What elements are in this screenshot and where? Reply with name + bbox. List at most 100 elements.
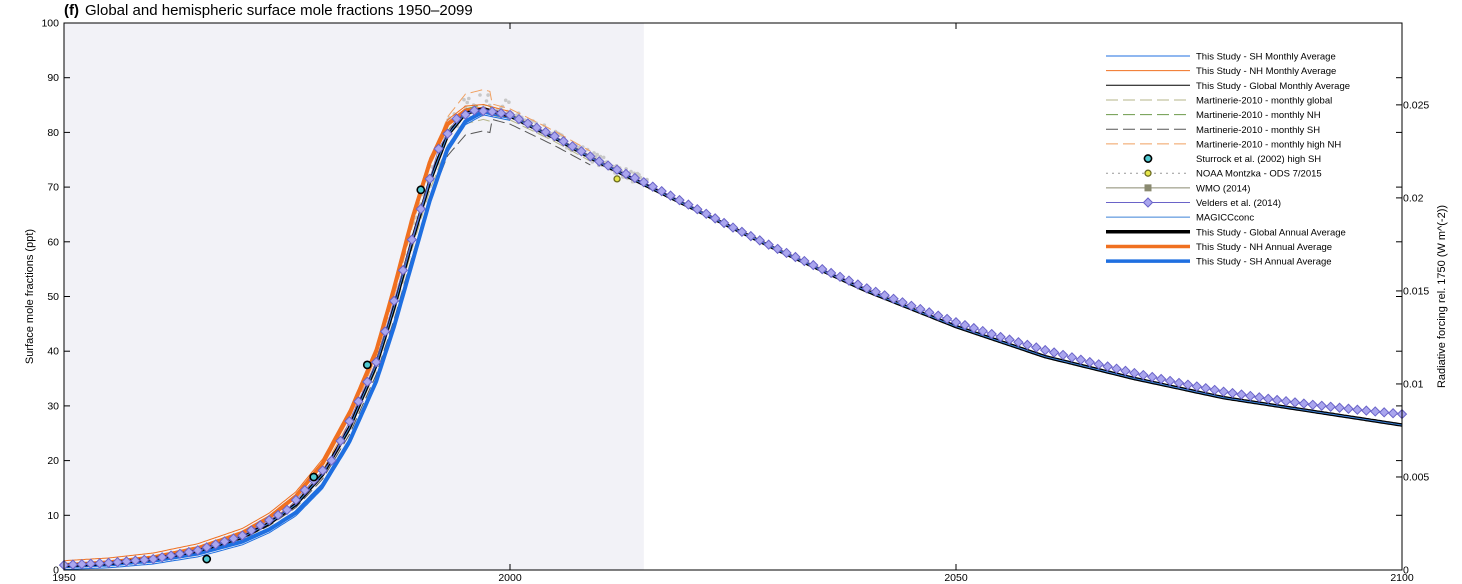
velders-marker xyxy=(1164,375,1176,387)
velders-marker xyxy=(585,151,596,162)
observation-point xyxy=(592,151,596,155)
velders-marker xyxy=(906,300,917,312)
velders-marker xyxy=(1013,337,1024,348)
velders-marker xyxy=(1147,371,1158,383)
y-tick-label: 80 xyxy=(47,127,59,139)
velders-marker xyxy=(825,267,837,279)
legend-marker xyxy=(1144,184,1152,192)
velders-marker xyxy=(1200,382,1211,394)
velders-marker xyxy=(674,194,685,206)
legend-label: WMO (2014) xyxy=(1196,183,1250,194)
velders-marker xyxy=(727,222,739,233)
legend-entry: WMO (2014) xyxy=(1106,183,1250,194)
y-tick-label: 10 xyxy=(47,510,59,522)
velders-marker xyxy=(1316,400,1327,411)
velders-marker xyxy=(353,396,364,407)
velders-marker xyxy=(1236,389,1247,400)
legend-entry: This Study - SH Monthly Average xyxy=(1106,52,1336,63)
velders-marker xyxy=(1129,367,1140,379)
velders-marker xyxy=(442,128,453,139)
velders-marker xyxy=(1004,334,1015,345)
velders-marker xyxy=(219,536,230,547)
velders-marker xyxy=(1361,405,1372,416)
velders-marker xyxy=(201,542,212,553)
y2-tick-label: 0.005 xyxy=(1403,471,1429,483)
velders-marker xyxy=(852,279,864,290)
velders-marker xyxy=(513,113,525,125)
legend-label: This Study - Global Annual Average xyxy=(1196,227,1346,238)
velders-marker xyxy=(647,181,658,192)
velders-marker xyxy=(620,168,632,180)
velders-marker xyxy=(1370,406,1381,417)
x-tick-label: 2000 xyxy=(498,572,522,584)
legend-label: This Study - NH Annual Average xyxy=(1196,242,1332,253)
y-tick-label: 50 xyxy=(47,291,59,303)
velders-marker xyxy=(460,109,471,120)
x-tick-label: 1950 xyxy=(52,572,76,584)
velders-marker xyxy=(593,156,605,167)
velders-marker xyxy=(451,113,462,124)
velders-marker xyxy=(638,176,650,188)
y2-tick-label: 0.02 xyxy=(1403,192,1424,204)
velders-marker xyxy=(977,325,988,337)
velders-marker xyxy=(1307,399,1319,411)
velders-marker xyxy=(1022,339,1033,351)
velders-marker xyxy=(540,126,551,138)
velders-marker xyxy=(362,376,373,388)
velders-marker xyxy=(941,313,953,325)
velders-marker xyxy=(522,118,534,129)
velders-marker xyxy=(94,558,105,569)
velders-marker xyxy=(112,556,123,568)
velders-marker xyxy=(335,435,346,447)
velders-marker xyxy=(1343,403,1354,414)
velders-marker xyxy=(263,514,275,526)
legend-label: This Study - SH Annual Average xyxy=(1196,257,1332,268)
legend-entry: Martinerie-2010 - monthly global xyxy=(1106,95,1332,106)
observation-point xyxy=(637,173,641,177)
velders-marker xyxy=(1209,384,1220,396)
legend-entry: This Study - NH Annual Average xyxy=(1106,242,1332,253)
legend-entry: MAGICCconc xyxy=(1106,213,1254,224)
velders-marker xyxy=(388,295,400,307)
velders-marker xyxy=(1102,361,1113,372)
velders-marker xyxy=(683,199,694,210)
velders-marker xyxy=(915,303,926,315)
y-tick-label: 0 xyxy=(53,565,59,577)
observation-point xyxy=(465,100,470,105)
legend-entry: Sturrock et al. (2002) high SH xyxy=(1143,154,1321,165)
y-tick-label: 100 xyxy=(41,18,59,30)
observation-point xyxy=(595,152,599,157)
velders-marker xyxy=(995,331,1006,343)
observation-point xyxy=(629,169,633,174)
y-tick-label: 60 xyxy=(47,236,59,248)
velders-marker xyxy=(210,539,221,550)
velders-marker xyxy=(986,328,997,340)
velders-marker xyxy=(272,509,284,521)
legend-entry: Martinerie-2010 - monthly SH xyxy=(1106,125,1320,136)
velders-marker xyxy=(67,559,79,570)
velders-marker xyxy=(139,554,150,566)
panel-label: (f) xyxy=(64,2,79,19)
legend-label: This Study - SH Monthly Average xyxy=(1196,52,1336,63)
velders-marker xyxy=(1075,354,1087,365)
velders-marker xyxy=(76,558,88,570)
velders-marker xyxy=(147,553,159,565)
velders-marker xyxy=(1245,390,1256,402)
velders-marker xyxy=(1057,349,1069,361)
velders-marker xyxy=(709,213,721,224)
velders-marker xyxy=(415,203,427,215)
velders-marker xyxy=(495,108,507,119)
velders-marker xyxy=(85,558,96,569)
sturrock-point xyxy=(416,185,426,195)
velders-marker xyxy=(1387,408,1399,419)
legend-label: MAGICCconc xyxy=(1196,213,1254,224)
axis-layer: 0 10 20 30 40 50 60 70 80 90 100 0 0.005 0.01 0.015 0.0… xyxy=(41,18,1429,584)
velders-marker xyxy=(130,555,141,566)
velders-marker xyxy=(959,319,971,331)
velders-marker xyxy=(1066,352,1078,363)
observation-point xyxy=(478,93,482,97)
sturrock-point xyxy=(362,360,372,370)
velders-marker xyxy=(1334,402,1345,413)
velders-marker xyxy=(816,263,828,275)
velders-marker xyxy=(763,239,774,250)
